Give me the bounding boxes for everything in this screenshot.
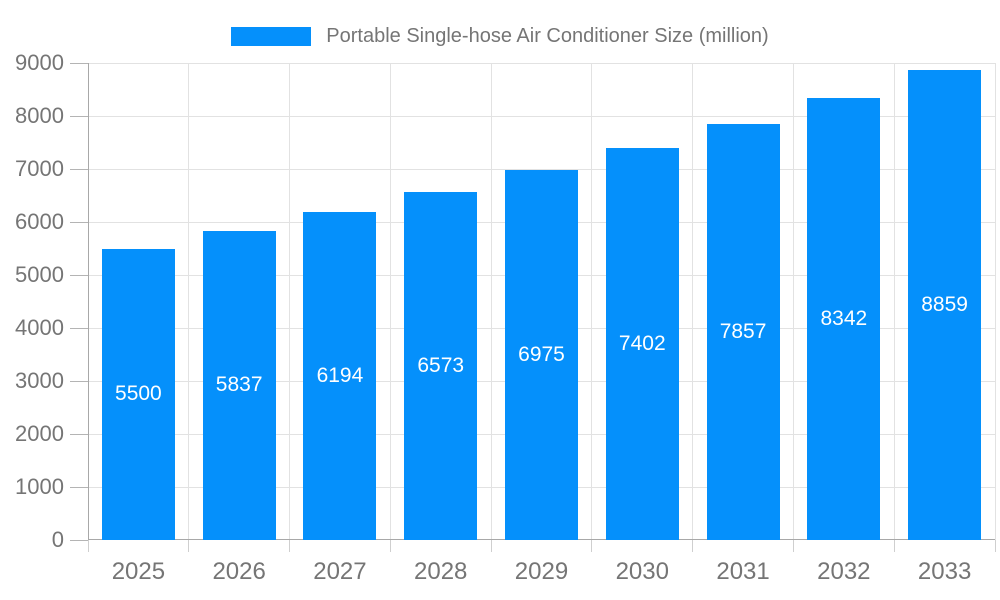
y-axis-tick <box>70 381 88 382</box>
gridline-vertical <box>994 63 996 540</box>
x-axis-tick-label: 2026 <box>212 558 266 585</box>
bar-value-label: 5500 <box>115 382 162 406</box>
y-axis-tick-label: 2000 <box>15 421 64 446</box>
bar: 7857 <box>706 123 780 540</box>
x-axis-tick-label: 2032 <box>817 558 871 585</box>
y-axis-tick-label: 5000 <box>15 262 64 287</box>
bar-value-label: 6975 <box>518 343 565 367</box>
y-axis-tick <box>70 540 88 541</box>
bar: 6975 <box>505 170 578 540</box>
bar: 5500 <box>101 248 175 540</box>
x-axis-tick-label: 2027 <box>313 558 367 585</box>
x-axis-tick <box>188 540 190 552</box>
x-axis-tick-label: 2025 <box>111 558 166 585</box>
bar-value-label: 8859 <box>921 293 968 317</box>
gridline-vertical <box>692 63 694 540</box>
bar: 6194 <box>303 211 377 540</box>
x-axis-tick-label: 2029 <box>514 558 569 585</box>
y-axis-tick-label: 0 <box>51 527 64 552</box>
bar-value-label: 6194 <box>316 363 364 387</box>
bar-value-label: 7402 <box>618 331 666 355</box>
y-axis-tick-label: 7000 <box>15 156 64 181</box>
y-axis-line <box>88 63 89 552</box>
legend-label: Portable Single-hose Air Conditioner Siz… <box>326 25 769 47</box>
y-axis-tick-label: 8000 <box>15 103 64 128</box>
x-axis-tick-label: 2028 <box>414 558 468 585</box>
x-axis-tick <box>591 540 593 552</box>
gridline-vertical <box>490 63 492 540</box>
y-axis-tick <box>70 169 88 170</box>
bar: 6573 <box>404 191 478 540</box>
bar: 8859 <box>908 70 982 540</box>
y-axis-tick <box>70 487 88 488</box>
x-axis-tick-label: 2033 <box>917 558 972 585</box>
gridline-horizontal <box>88 62 995 64</box>
bar: 8342 <box>807 97 881 540</box>
gridline-horizontal <box>88 115 995 117</box>
x-axis-tick <box>87 540 89 552</box>
x-axis-tick <box>490 540 492 552</box>
y-axis-tick <box>70 275 88 276</box>
gridline-horizontal <box>88 168 995 170</box>
legend-swatch <box>231 27 312 46</box>
x-axis-tick <box>692 540 694 552</box>
x-axis-tick <box>289 540 291 552</box>
bar-value-label: 6573 <box>417 353 465 377</box>
plot-area: 5500 5837 6194 6573 6975 7402 7857 8342 8859 <box>88 62 996 552</box>
x-axis-tick-label: 2030 <box>615 558 669 585</box>
chart-legend: Portable Single-hose Air Conditioner Siz… <box>0 25 1000 48</box>
y-axis-tick <box>70 328 88 329</box>
bar: 5837 <box>202 230 276 540</box>
gridline-vertical <box>893 63 895 540</box>
y-axis-tick-label: 9000 <box>15 50 64 75</box>
y-axis-tick-label: 1000 <box>15 474 64 499</box>
y-axis-tick-label: 3000 <box>15 368 64 393</box>
y-axis-tick <box>70 63 88 64</box>
bar-value-label: 7857 <box>719 319 767 343</box>
bar-value-label: 8342 <box>820 306 868 330</box>
gridline-vertical <box>389 63 391 540</box>
x-axis-tick <box>389 540 391 552</box>
gridline-vertical <box>591 63 593 540</box>
gridline-vertical <box>289 63 291 540</box>
bar: 7402 <box>605 147 679 540</box>
y-axis-tick <box>70 222 88 223</box>
y-axis-tick-label: 6000 <box>15 209 64 234</box>
x-axis-tick <box>792 540 794 552</box>
x-axis-tick <box>893 540 895 552</box>
y-axis-tick <box>70 434 88 435</box>
x-axis-tick-label: 2031 <box>716 558 770 585</box>
y-axis-tick <box>70 116 88 117</box>
gridline-vertical <box>792 63 794 540</box>
bar-value-label: 5837 <box>215 373 263 397</box>
gridline-vertical <box>188 63 190 540</box>
x-axis-tick <box>994 540 996 552</box>
y-axis-tick-label: 4000 <box>15 315 64 340</box>
